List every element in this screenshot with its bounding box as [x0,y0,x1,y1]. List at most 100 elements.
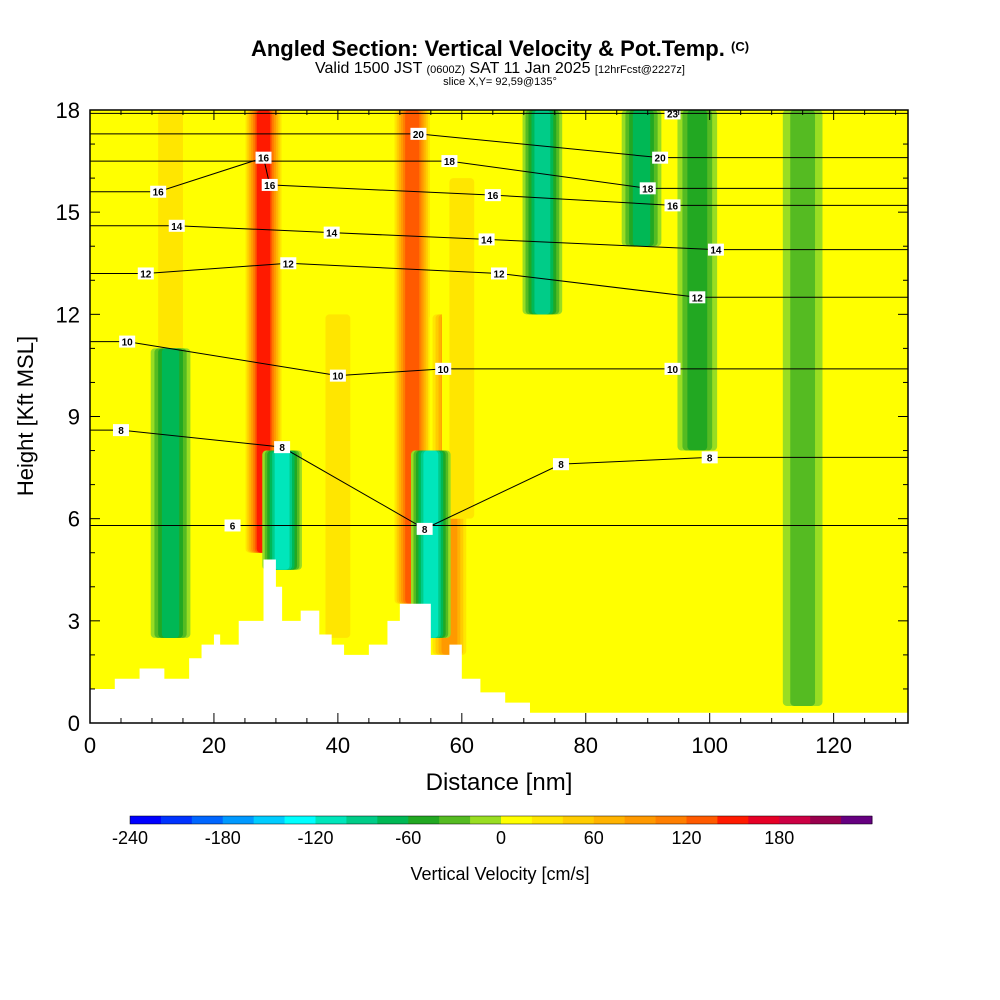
colorbar-swatch [779,816,811,824]
contour-label: 16 [664,199,681,212]
colorbar-swatch [531,816,564,824]
updraft-cell [256,110,271,553]
contour-label: 10 [329,369,346,383]
contour-label-text: 8 [707,453,713,464]
contour-label: 20 [410,127,427,141]
colorbar-tick-label: -60 [395,828,421,848]
contour-label-text: 12 [692,293,704,304]
chart-title: Angled Section: Vertical Velocity & Pot.… [250,36,750,61]
plot-area: 6 8 8 8 8 8 10 10 10 10 12 12 12 12 14 14 14 14 16 16 16 16 16… [89,107,909,724]
contour-label: 16 [150,185,167,199]
downdraft-cell [274,450,290,570]
isentrope-14 [90,225,908,251]
contour-label-bg [255,151,272,164]
contour-label-text: 8 [422,525,428,536]
colorbar-swatch [655,816,687,824]
colorbar-swatch [253,816,286,824]
contour-label-bg [224,519,241,532]
colorbar-tick-label: -240 [112,828,148,848]
downdraft-cell [161,348,180,638]
updraft-cell [325,314,351,638]
contour-label-bg [491,267,507,280]
colorbar-swatch [439,816,471,824]
contour-label: 16 [261,178,278,192]
contour-label: 8 [701,451,718,464]
colorbar-swatch [810,816,842,824]
colorbar-swatch [377,816,409,824]
colorbar-swatch [841,816,873,824]
contour-label: 8 [274,441,291,454]
contour-label-text: 8 [279,443,285,454]
colorbar-swatch [748,816,780,824]
contour-label-text: 16 [667,201,679,212]
contour-label: 12 [137,267,154,280]
contour-label-bg [664,362,681,375]
contour-label: 6 [224,519,241,532]
contour-label-bg [274,441,291,454]
x-tick-label: 60 [450,733,474,758]
y-tick-label: 0 [68,711,80,736]
terrain [90,559,908,723]
contour-label-text: 12 [283,259,295,270]
colorbar-swatch [593,816,626,824]
contour-label: 10 [435,362,452,376]
colorbar-frame [129,815,873,825]
x-tick-label: 0 [84,733,96,758]
x-axis: 0 20 40 60 80 100 120 [84,110,897,758]
downdraft-cell [632,110,651,247]
colorbar: -240 -180 -120 -60 0 60 120 180 [112,815,873,848]
y-tick-label: 9 [68,405,80,430]
contour-label-bg [119,335,136,348]
contour-label-bg [639,182,656,195]
colorbar-swatch [130,816,162,824]
colorbar-label: Vertical Velocity [cm/s] [410,864,589,884]
contour-label: 16 [484,189,501,202]
contour-label: 18 [639,182,656,195]
contour-label: 12 [491,267,507,280]
contour-label-text: 10 [667,365,679,376]
colorbar-swatch [315,816,347,824]
contour-label: 14 [478,233,495,246]
contour-label-bg [410,127,427,140]
contour-label-text: 14 [710,246,722,257]
contour-label-text: 23 [667,109,679,120]
colorbar-swatch [562,816,595,824]
contour-label-text: 20 [655,154,667,165]
plot-background [90,110,908,723]
contour-label-text: 16 [153,188,165,199]
x-tick-label: 120 [815,733,852,758]
x-axis-label: Distance [nm] [426,769,573,796]
contour-label-bg [689,291,706,304]
contour-label-text: 20 [413,130,425,141]
contour-label-text: 10 [332,372,344,383]
y-tick-label: 6 [68,507,80,532]
contour-label-bg [664,199,681,212]
colorbar-swatch [284,816,316,824]
contour-label-text: 12 [140,269,152,280]
contour-label-bg [168,219,185,232]
colorbar-swatch [470,816,502,824]
colorbar-tick-label: 0 [496,828,506,848]
contour-label-bg [707,243,724,256]
contour-label-text: 16 [264,181,276,192]
y-tick-label: 18 [56,98,80,123]
contour-label-text: 18 [444,157,456,168]
contour-label-text: 14 [481,235,493,246]
y-tick-label: 15 [56,200,80,225]
contour-label-text: 18 [642,184,654,195]
colorbar-swatch [408,816,440,824]
y-tick-label: 3 [68,609,80,634]
downdraft-cell [534,110,551,315]
contour-label-text: 6 [230,521,236,532]
colorbar-swatch [501,816,533,824]
contour-label-bg [484,189,501,202]
contour-label-text: 12 [493,269,505,280]
contour-label: 8 [112,424,129,437]
contour-label-bg [112,424,129,437]
contour-label: 16 [255,151,272,165]
chart-valid-time: Valid 1500 JST (0600Z) SAT 11 Jan 2025 [… [315,60,685,77]
contour-labels: 6 8 8 8 8 8 10 10 10 10 12 12 12 12 14 14 14 14 16 16 16 16 16… [112,107,724,536]
contour-label-bg [416,522,433,535]
colorbar-swatch [191,816,224,824]
contour-label-text: 8 [558,460,564,471]
